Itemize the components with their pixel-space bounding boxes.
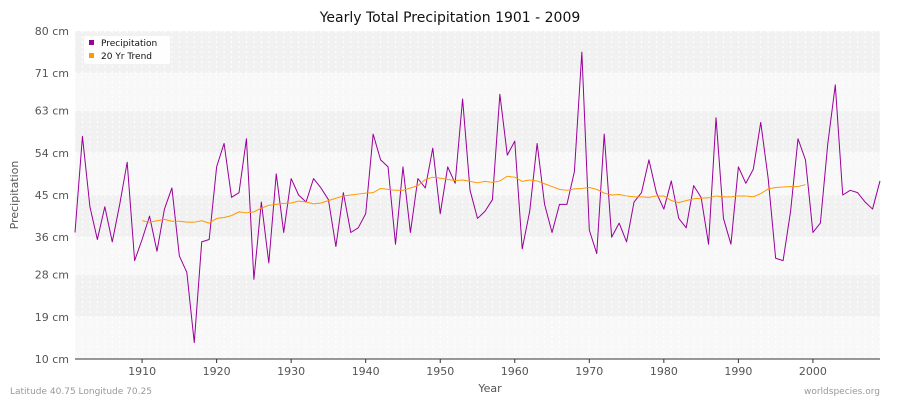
x-tick-label: 1950 [426,365,454,378]
legend-swatch-trend [89,53,94,58]
y-tick-label: 19 cm [35,311,69,324]
x-axis-label: Year [477,382,502,395]
series-lines [74,51,881,344]
x-tick-label: 1920 [203,365,231,378]
y-tick-label: 71 cm [35,67,69,80]
plot-band [75,152,880,195]
y-tick-label: 80 cm [35,25,69,38]
trend-line [141,175,806,224]
x-tick-label: 1980 [650,365,678,378]
precipitation-line [74,51,881,344]
x-tick-label: 1960 [501,365,529,378]
legend-box [84,36,170,64]
chart-title: Yearly Total Precipitation 1901 - 2009 [319,10,581,26]
x-tick-label: 2000 [799,365,827,378]
x-tick-label: 1990 [724,365,752,378]
y-tick-label: 28 cm [35,269,69,282]
x-tick-label: 1970 [575,365,603,378]
y-axis-ticks: 10 cm 19 cm 28 cm 36 cm 45 cm 54 cm 63 cm 71 cm… [35,25,69,366]
legend-label-precipitation: Precipitation [101,39,157,49]
legend: Precipitation 20 Yr Trend [84,36,170,64]
x-tick-label: 1940 [352,365,380,378]
footer-site: worldspecies.org [804,387,880,397]
y-tick-label: 10 cm [35,353,69,366]
x-axis-ticks: 1910 1920 1930 1940 1950 1960 1970 1980 1990 2000 [128,359,827,378]
footer-location: Latitude 40.75 Longitude 70.25 [10,387,152,397]
y-tick-label: 63 cm [35,105,69,118]
x-tick-label: 1930 [277,365,305,378]
y-tick-label: 54 cm [35,147,69,160]
plot-band [75,274,880,317]
y-tick-label: 45 cm [35,189,69,202]
y-axis-label: Precipitation [8,161,21,230]
plot-band [75,237,880,275]
legend-swatch-precipitation [89,40,94,45]
x-tick-label: 1910 [128,365,156,378]
legend-label-trend: 20 Yr Trend [101,52,152,62]
y-tick-label: 36 cm [35,231,69,244]
grid-lines [74,30,881,360]
